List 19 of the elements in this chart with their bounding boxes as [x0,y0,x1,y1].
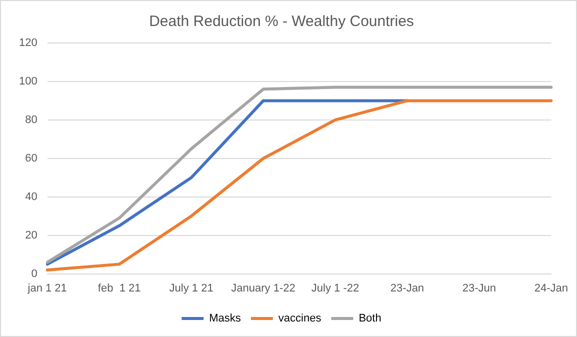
x-tick-label: January 1-22 [231,282,296,294]
legend-label: vaccines [278,312,322,325]
x-tick-label: 23-Jan [390,282,424,294]
x-tick-label: 23-Jun [462,282,496,294]
y-tick-label: 0 [31,268,38,280]
x-tick-label: jan 1 21 [26,282,67,294]
y-tick-label: 80 [25,114,38,126]
x-tick-label: July 1 -22 [311,282,360,294]
y-tick-label: 100 [18,76,38,88]
legend-label: Both [358,312,382,325]
x-tick-label: July 1 21 [169,282,214,294]
y-tick-label: 40 [25,190,38,203]
legend-label: Masks [209,312,242,325]
y-tick-label: 20 [25,229,38,242]
chart-title: Death Reduction % - Wealthy Countries [149,13,414,30]
y-tick-label: 120 [18,37,38,50]
x-tick-label: feb 1 21 [98,282,141,294]
x-tick-label: 24-Jan [534,282,568,294]
y-tick-label: 60 [25,152,38,164]
